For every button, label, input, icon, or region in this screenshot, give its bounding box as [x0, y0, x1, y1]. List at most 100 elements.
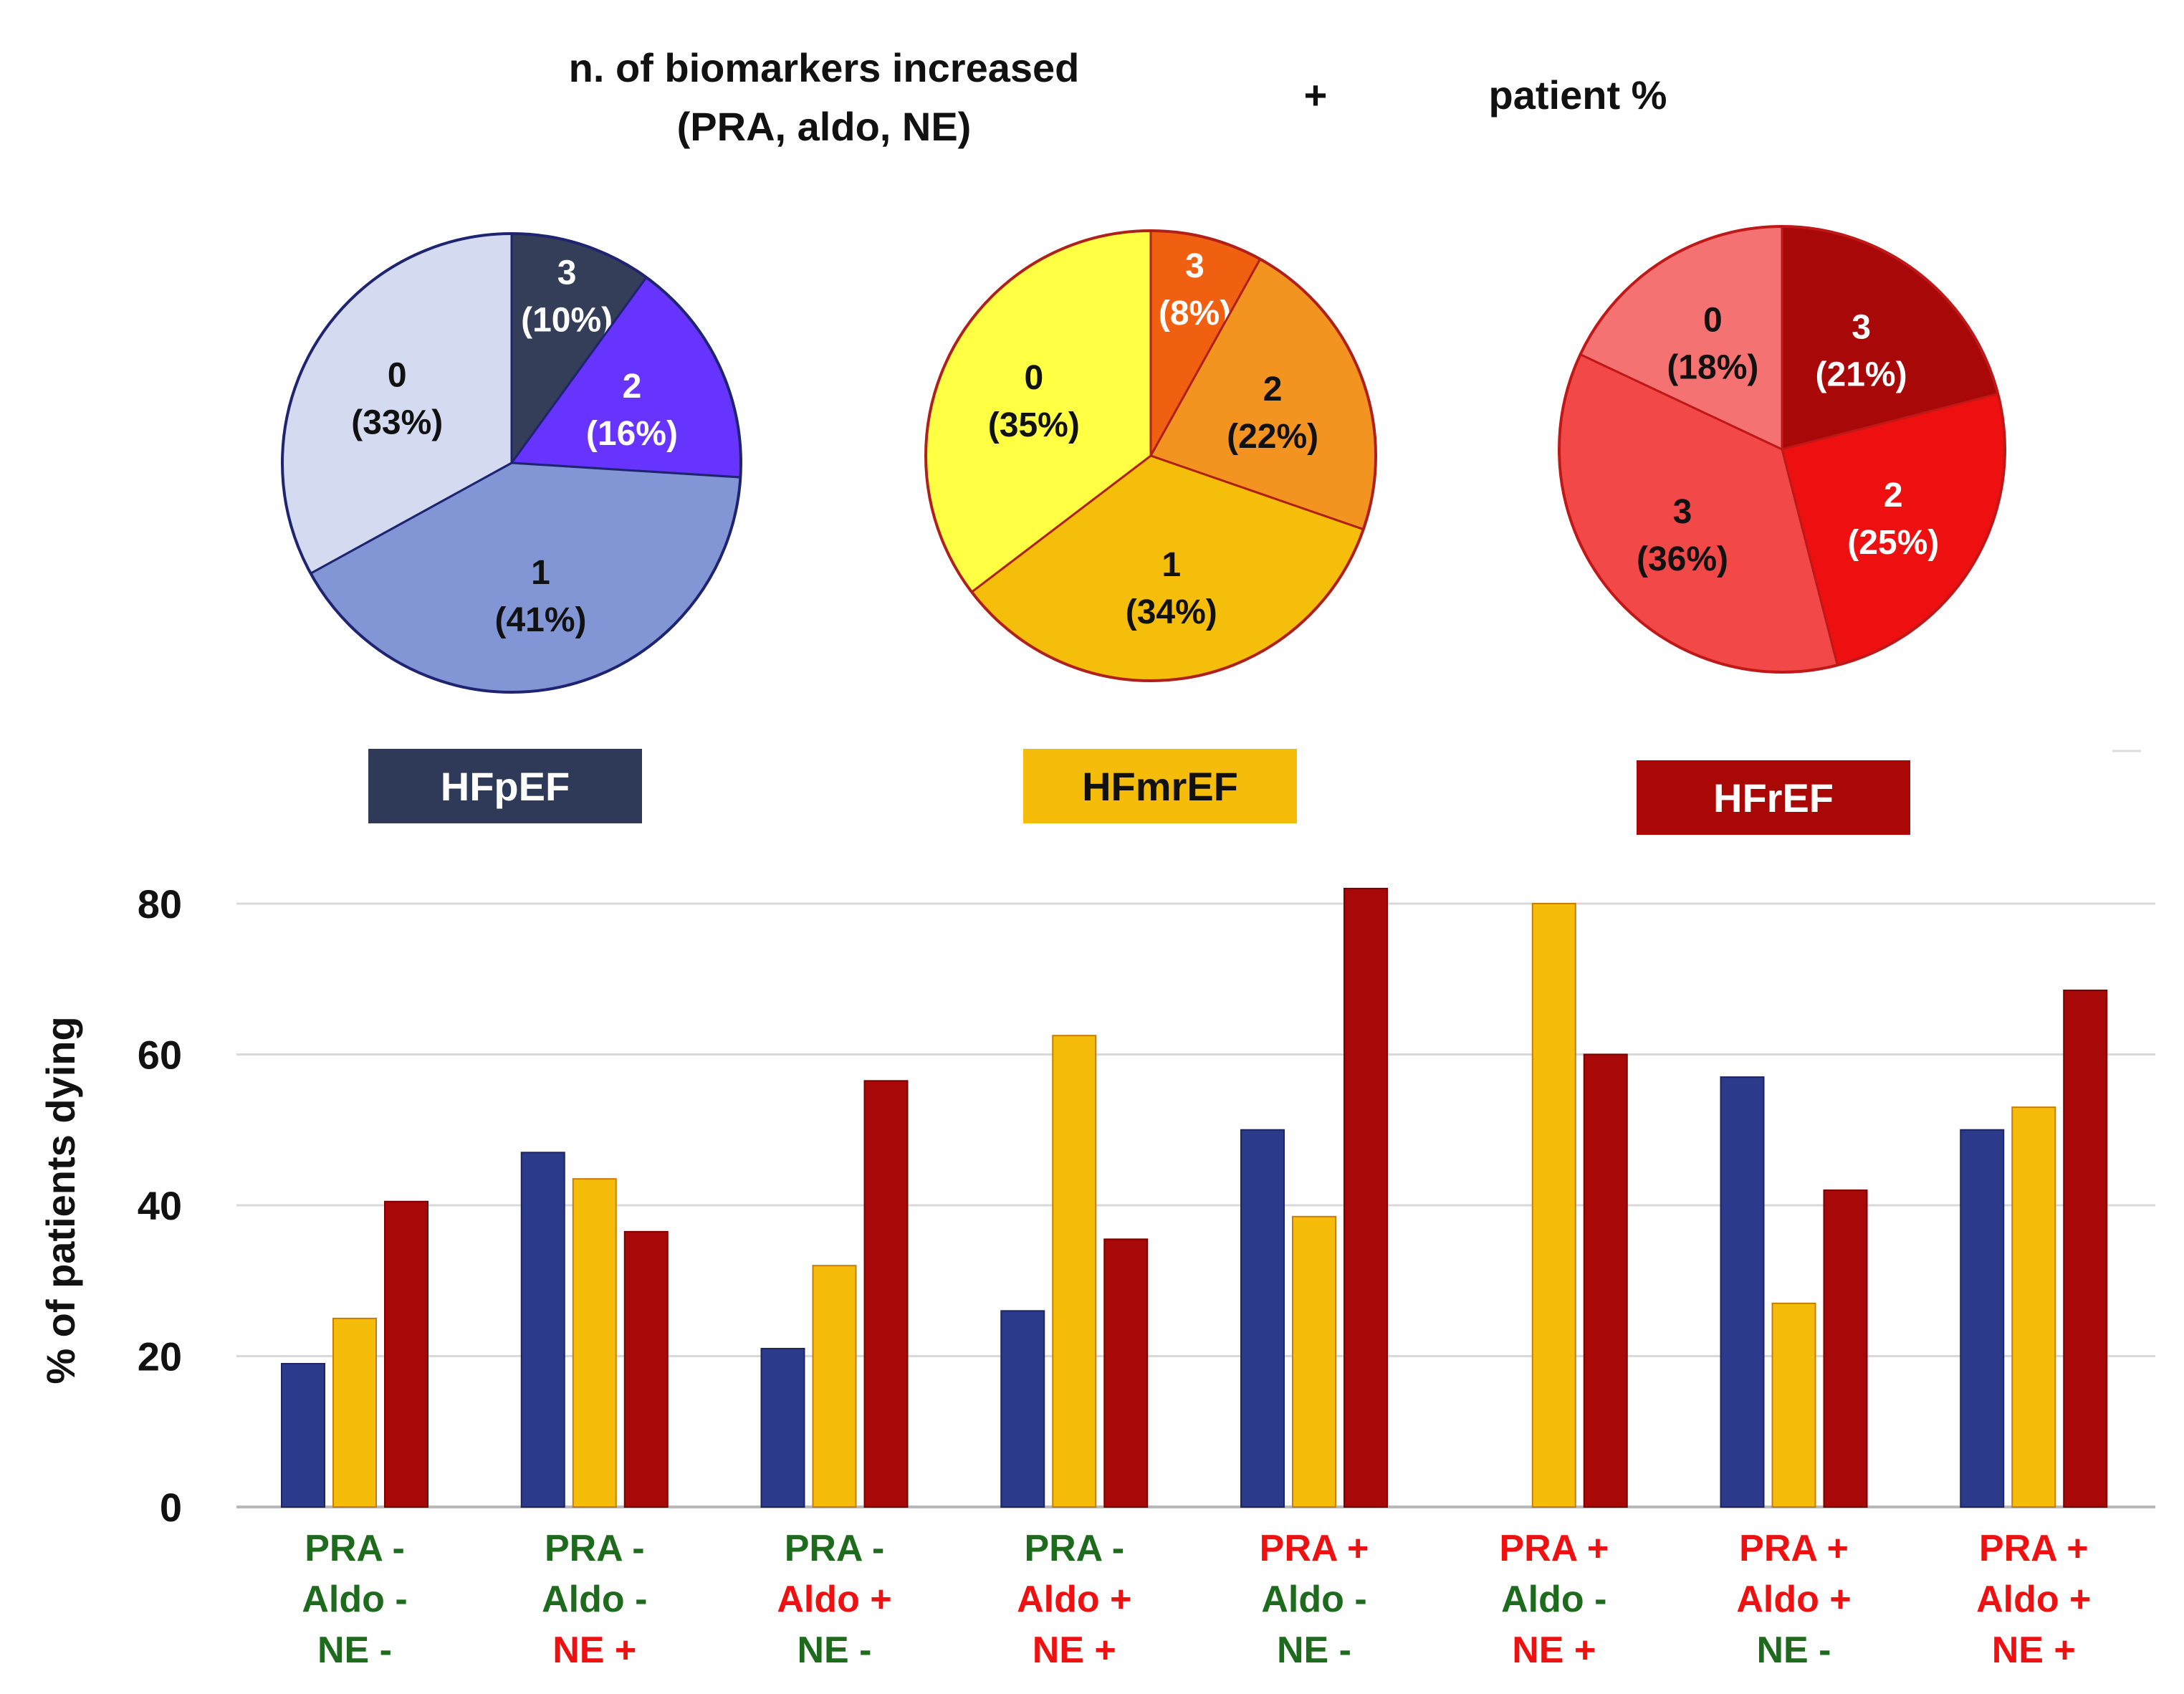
pie-slice-percent-label: (34%) — [1126, 593, 1217, 631]
bar-hfpef — [760, 1347, 805, 1508]
x-category-label-line: PRA + — [1739, 1528, 1849, 1569]
x-category-label-line: Aldo - — [542, 1579, 647, 1620]
x-category-label-line: NE - — [1757, 1630, 1831, 1671]
pie-slice-percent-label: (22%) — [1227, 418, 1318, 456]
group-label-text: HFrEF — [1713, 775, 1834, 820]
bar-hfmref — [1531, 903, 1576, 1508]
pie-slice-count-label: 0 — [1024, 359, 1043, 397]
bar-hfref — [2063, 990, 2108, 1508]
bar-hfpef — [1000, 1310, 1045, 1508]
x-category-label-line: PRA + — [1260, 1528, 1369, 1569]
x-category-label-line: Aldo - — [1261, 1579, 1366, 1620]
pie-slice-count-label: 2 — [623, 368, 642, 406]
x-category-label-line: PRA - — [545, 1528, 645, 1569]
bar-hfref — [1583, 1053, 1628, 1508]
bar-hfref — [623, 1230, 669, 1508]
y-tick-label: 40 — [138, 1183, 182, 1228]
x-category-label-line: Aldo - — [1501, 1579, 1606, 1620]
x-category-label: PRA + Aldo + NE - — [1736, 1528, 1851, 1671]
bar-hfmref — [2011, 1106, 2056, 1508]
y-tick-label: 20 — [138, 1334, 182, 1379]
pie-slice-percent-label: (33%) — [351, 404, 443, 442]
pie-charts: 3 (10%) 2 (16%) 1 (41%) 0 (33%) 3 (8%) 2 (22%) 1 (34%… — [281, 225, 2006, 694]
x-category-label: PRA - Aldo + NE - — [777, 1528, 891, 1671]
header-patient-pct: patient % — [1489, 72, 1667, 118]
pie-slice-percent-label: (25%) — [1847, 524, 1939, 562]
pie-slice-percent-label: (10%) — [521, 302, 613, 340]
x-category-label: PRA - Aldo + NE + — [1017, 1528, 1131, 1671]
pie-slice-percent-label: (41%) — [494, 601, 586, 639]
bar-hfmref — [1292, 1215, 1336, 1508]
y-tick-label: 60 — [138, 1033, 182, 1078]
group-label-box — [1637, 760, 1910, 835]
pie-slice-percent-label: (21%) — [1816, 355, 1907, 393]
x-category-label-line: NE + — [1992, 1630, 2076, 1671]
group-label-hfref: HFrEF — [1637, 760, 1910, 835]
pie-slice-count-label: 3 — [557, 254, 577, 292]
x-category-label: PRA - Aldo - NE - — [302, 1528, 407, 1671]
y-tick-labels: 0 20 40 60 80 — [138, 881, 182, 1530]
bar-hfpef — [1240, 1129, 1285, 1508]
group-label-text: HFpEF — [441, 764, 570, 809]
bar-hfref — [1823, 1189, 1868, 1508]
header-title-line1: n. of biomarkers increased — [569, 45, 1080, 90]
pie-slice-count-label: 2 — [1263, 370, 1283, 408]
pie-slice-count-label: 1 — [1162, 546, 1181, 584]
bar-hfmref — [572, 1178, 617, 1508]
group-label-box — [1023, 749, 1297, 823]
pie-slice-percent-label: (36%) — [1637, 540, 1728, 578]
pie-outline — [1558, 225, 2006, 674]
x-category-label-line: NE + — [1512, 1630, 1596, 1671]
bar-chart: 0 20 40 60 80 PRA - Aldo - NE - PRA - Aldo - NE +… — [38, 881, 2155, 1671]
bar-hfmref — [1771, 1302, 1816, 1508]
y-axis-label: % of patients dying — [38, 1016, 83, 1384]
pie-outline — [924, 229, 1377, 682]
x-category-label-line: PRA - — [785, 1528, 885, 1569]
bar-hfpef — [1960, 1129, 2005, 1508]
x-category-label-line: NE - — [1277, 1630, 1351, 1671]
x-category-label-line: PRA + — [1979, 1528, 2089, 1569]
pie-slice-count-label: 0 — [388, 357, 407, 395]
x-category-label: PRA - Aldo - NE + — [542, 1528, 647, 1671]
x-category-label-line: PRA - — [1024, 1528, 1124, 1569]
pie-slice-percent-label: (18%) — [1667, 349, 1758, 387]
x-category-label: PRA + Aldo - NE - — [1260, 1528, 1369, 1671]
x-category-label-line: NE - — [798, 1630, 872, 1671]
x-category-label-line: NE - — [317, 1630, 392, 1671]
bar-hfref — [1103, 1238, 1149, 1508]
y-tick-label: 0 — [160, 1485, 182, 1530]
x-category-label: PRA + Aldo - NE + — [1499, 1528, 1609, 1671]
pie-hfmref: 3 (8%) 2 (22%) 1 (34%) 0 (35%) — [924, 229, 1377, 682]
x-category-label: PRA + Aldo + NE + — [1976, 1528, 2091, 1671]
group-label-hfpef: HFpEF — [368, 749, 642, 823]
bar-hfref — [1344, 887, 1388, 1508]
bar-hfmref — [332, 1317, 377, 1508]
y-tick-label: 80 — [138, 881, 182, 927]
pie-slice-count-label: 3 — [1852, 308, 1871, 346]
bars — [281, 887, 2108, 1508]
pie-outline — [281, 232, 742, 694]
header-title-line2: (PRA, aldo, NE) — [677, 104, 972, 149]
bar-hfpef — [520, 1152, 565, 1508]
pie-hfref: 3 (21%) 2 (25%) 3 (36%) 0 (18%) — [1558, 225, 2006, 674]
x-category-label-line: Aldo + — [1976, 1579, 2091, 1620]
header-plus: + — [1304, 72, 1328, 118]
pie-slice-count-label: 0 — [1703, 302, 1723, 340]
bar-hfpef — [281, 1363, 325, 1508]
pie-slice-percent-label: (35%) — [988, 406, 1080, 444]
bar-hfmref — [812, 1265, 857, 1508]
pie-slice-count-label: 3 — [1673, 493, 1692, 531]
pie-slice-count-label: 3 — [1185, 247, 1204, 285]
bar-hfpef — [1720, 1076, 1765, 1508]
x-category-label-line: Aldo + — [1736, 1579, 1851, 1620]
x-category-label-line: PRA - — [305, 1528, 405, 1569]
x-category-label-line: PRA + — [1499, 1528, 1609, 1569]
pie-slice-count-label: 2 — [1884, 477, 1903, 515]
group-labels: HFpEF HFmrEF HFrEF — [368, 749, 1910, 835]
pie-slice-percent-label: (16%) — [586, 415, 678, 453]
pie-slice-percent-label: (8%) — [1159, 295, 1231, 332]
pie-slice-count-label: 1 — [531, 554, 550, 592]
pie-hfpef: 3 (10%) 2 (16%) 1 (41%) 0 (33%) — [281, 232, 742, 694]
x-category-label-line: Aldo + — [1017, 1579, 1131, 1620]
